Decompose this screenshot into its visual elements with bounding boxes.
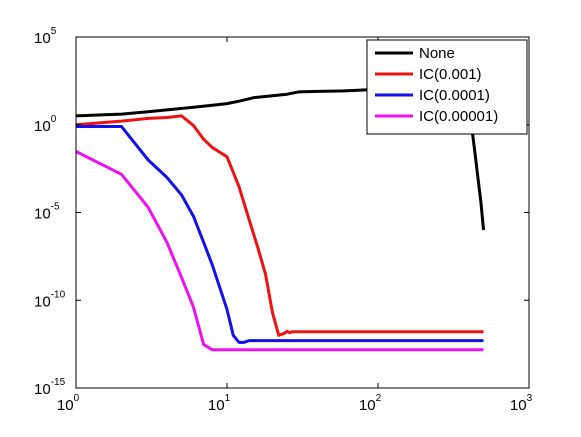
y-tick-base: 10 xyxy=(34,30,51,47)
y-tick-base: 10 xyxy=(34,118,51,135)
y-tick-base: 10 xyxy=(34,293,51,310)
y-tick-label: 100 xyxy=(34,114,57,135)
y-tick-base: 10 xyxy=(34,206,51,223)
x-tick-label: 101 xyxy=(208,393,231,414)
y-tick-exponent: 0 xyxy=(51,114,57,125)
x-tick-base: 10 xyxy=(510,397,527,414)
legend: None IC(0.001) IC(0.0001) IC(0.00001) xyxy=(366,39,528,135)
legend-label-2: IC(0.0001) xyxy=(419,87,490,104)
x-tick-base: 10 xyxy=(359,397,376,414)
y-tick-exponent: -10 xyxy=(51,289,66,300)
x-tick-base: 10 xyxy=(208,397,225,414)
series-line-1 xyxy=(75,114,484,337)
y-tick-label: 10-15 xyxy=(34,377,66,398)
series-line-3 xyxy=(75,150,484,352)
x-tick-base: 10 xyxy=(57,397,74,414)
y-tick-base: 10 xyxy=(34,381,51,398)
x-tick-label: 102 xyxy=(359,393,382,414)
legend-label-3: IC(0.00001) xyxy=(419,108,498,125)
y-tick-label: 10-5 xyxy=(34,202,60,223)
y-tick-exponent: -15 xyxy=(51,377,66,388)
x-tick-exponent: 3 xyxy=(527,393,533,404)
legend-label-1: IC(0.001) xyxy=(419,66,482,83)
x-tick-exponent: 1 xyxy=(225,393,231,404)
x-tick-label: 103 xyxy=(510,393,533,414)
y-tick-exponent: -5 xyxy=(51,202,60,213)
legend-box xyxy=(366,39,528,135)
y-tick-label: 105 xyxy=(34,26,57,47)
series-line-2 xyxy=(76,124,484,344)
x-tick-exponent: 0 xyxy=(74,393,80,404)
legend-label-0: None xyxy=(419,45,455,62)
y-tick-label: 10-10 xyxy=(34,289,66,310)
y-tick-exponent: 5 xyxy=(51,26,57,37)
x-tick-label: 100 xyxy=(57,393,80,414)
x-tick-exponent: 2 xyxy=(376,393,382,404)
